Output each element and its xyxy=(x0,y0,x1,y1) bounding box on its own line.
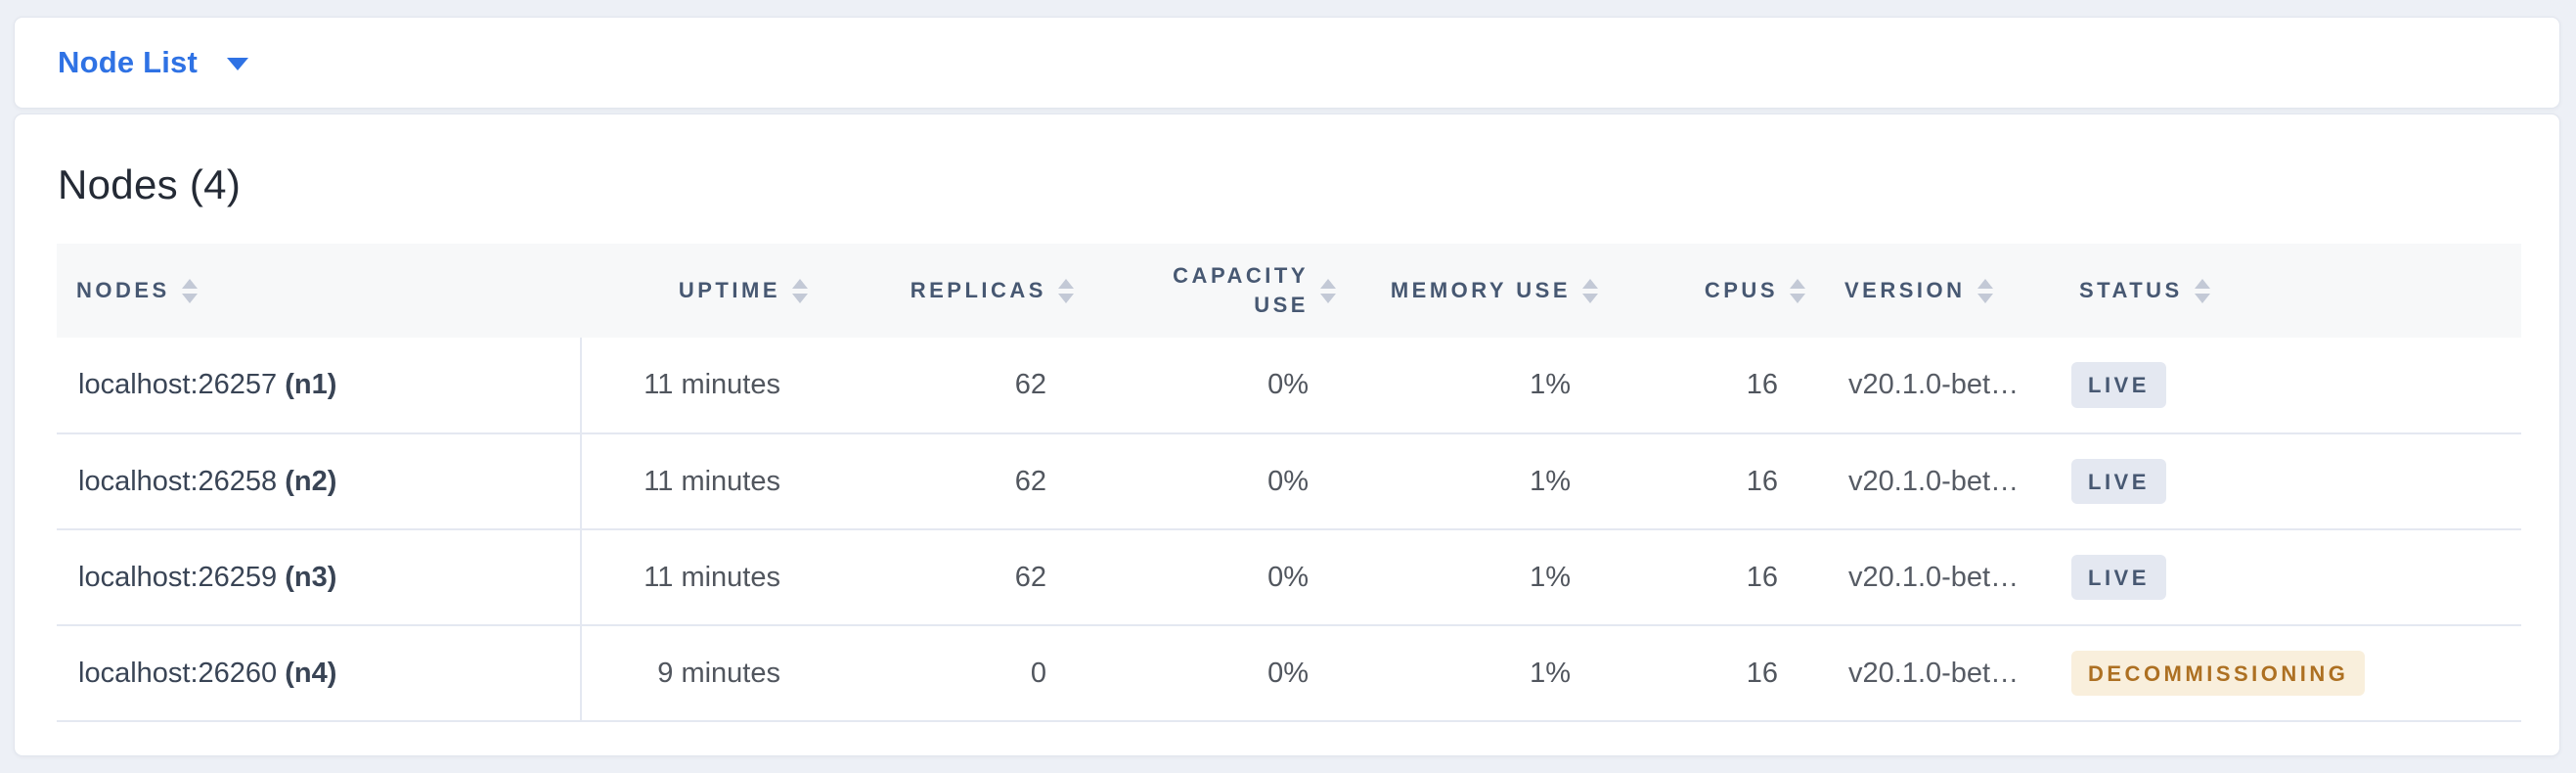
node-list-dropdown-label: Node List xyxy=(58,45,199,79)
replicas-cell: 62 xyxy=(827,529,1093,626)
status-cell: LIVE xyxy=(2060,529,2521,626)
table-row: localhost:26258 (n2) 11 minutes 62 0% 1% 16 v2… xyxy=(57,433,2521,530)
version-cell: v20.1.0-bet… xyxy=(1825,433,2060,530)
status-cell: DECOMMISSIONING xyxy=(2060,625,2521,722)
status-badge: LIVE xyxy=(2071,458,2166,505)
capacity-use-cell: 0% xyxy=(1093,338,1355,434)
node-address-cell: localhost:26258 (n2) xyxy=(57,433,582,530)
sort-icon xyxy=(2194,278,2210,303)
caret-down-icon xyxy=(227,58,249,70)
sort-icon xyxy=(1582,278,1598,303)
replicas-cell: 62 xyxy=(827,433,1093,530)
column-header-status[interactable]: STATUS xyxy=(2060,244,2521,338)
node-id: (n1) xyxy=(285,369,337,400)
memory-use-cell: 1% xyxy=(1355,338,1618,434)
node-address-cell: localhost:26260 (n4) xyxy=(57,625,582,722)
status-cell: LIVE xyxy=(2060,338,2521,434)
capacity-use-cell: 0% xyxy=(1093,529,1355,626)
page-title: Nodes (4) xyxy=(58,161,242,207)
uptime-cell: 11 minutes xyxy=(581,338,827,434)
status-cell: LIVE xyxy=(2060,433,2521,530)
column-header-cpus[interactable]: CPUS xyxy=(1618,244,1825,338)
column-label-cpus: CPUS xyxy=(1704,278,1778,303)
node-id: (n3) xyxy=(285,561,337,593)
replicas-cell: 0 xyxy=(827,625,1093,722)
table-row: localhost:26257 (n1) 11 minutes 62 0% 1% 16 v2… xyxy=(57,338,2521,434)
column-label-nodes: NODES xyxy=(76,278,170,303)
node-id: (n2) xyxy=(285,465,337,497)
uptime-cell: 11 minutes xyxy=(581,529,827,626)
table-header: NODES UPTIME REPLICAS CAPACITY USE MEMORY US… xyxy=(57,244,2521,338)
status-badge: DECOMMISSIONING xyxy=(2071,650,2366,697)
column-label-capacity_use: CAPACITY USE xyxy=(1173,263,1309,317)
capacity-use-cell: 0% xyxy=(1093,433,1355,530)
status-badge: LIVE xyxy=(2071,362,2166,408)
node-list-dropdown[interactable]: Node List xyxy=(58,45,249,80)
table-row: localhost:26259 (n3) 11 minutes 62 0% 1% 16 v2… xyxy=(57,529,2521,626)
column-label-uptime: UPTIME xyxy=(678,278,780,303)
nodes-panel: Nodes (4) NODES UPTIME REPLICAS CAPACITY US… xyxy=(14,114,2560,756)
node-address: localhost:26258 xyxy=(78,465,278,497)
table-body: localhost:26257 (n1) 11 minutes 62 0% 1% 16 v2… xyxy=(57,338,2521,722)
sort-icon xyxy=(1790,278,1805,303)
node-address: localhost:26257 xyxy=(78,369,278,400)
version-cell: v20.1.0-bet… xyxy=(1825,625,2060,722)
sort-icon xyxy=(181,278,198,303)
column-label-replicas: REPLICAS xyxy=(910,278,1046,303)
nodes-table: NODES UPTIME REPLICAS CAPACITY USE MEMORY US… xyxy=(57,244,2521,722)
capacity-use-cell: 0% xyxy=(1093,625,1355,722)
cpus-cell: 16 xyxy=(1618,529,1825,626)
replicas-cell: 62 xyxy=(827,338,1093,434)
column-header-capacity_use[interactable]: CAPACITY USE xyxy=(1093,244,1355,338)
node-id: (n4) xyxy=(285,657,337,689)
uptime-cell: 11 minutes xyxy=(581,433,827,530)
memory-use-cell: 1% xyxy=(1355,529,1618,626)
memory-use-cell: 1% xyxy=(1355,433,1618,530)
column-header-uptime[interactable]: UPTIME xyxy=(581,244,827,338)
table-row: localhost:26260 (n4) 9 minutes 0 0% 1% 16 v20.… xyxy=(57,625,2521,722)
column-header-version[interactable]: VERSION xyxy=(1825,244,2060,338)
cpus-cell: 16 xyxy=(1618,338,1825,434)
column-header-replicas[interactable]: REPLICAS xyxy=(827,244,1093,338)
node-address: localhost:26260 xyxy=(78,657,278,689)
sort-icon xyxy=(1320,278,1336,303)
status-badge: LIVE xyxy=(2071,554,2166,601)
sort-icon xyxy=(1058,278,1074,303)
node-address-cell: localhost:26259 (n3) xyxy=(57,529,582,626)
version-cell: v20.1.0-bet… xyxy=(1825,338,2060,434)
cpus-cell: 16 xyxy=(1618,433,1825,530)
column-header-nodes[interactable]: NODES xyxy=(57,244,581,338)
column-label-version: VERSION xyxy=(1844,278,1966,303)
node-address-cell: localhost:26257 (n1) xyxy=(57,338,582,434)
column-label-memory_use: MEMORY USE xyxy=(1390,278,1571,303)
view-selector-card: Node List xyxy=(14,17,2560,109)
uptime-cell: 9 minutes xyxy=(581,625,827,722)
memory-use-cell: 1% xyxy=(1355,625,1618,722)
sort-icon xyxy=(1976,278,1993,303)
column-header-memory_use[interactable]: MEMORY USE xyxy=(1355,244,1618,338)
sort-icon xyxy=(792,278,808,303)
node-address: localhost:26259 xyxy=(78,561,278,593)
version-cell: v20.1.0-bet… xyxy=(1825,529,2060,626)
column-label-status: STATUS xyxy=(2079,278,2183,303)
cpus-cell: 16 xyxy=(1618,625,1825,722)
table-header-row: NODES UPTIME REPLICAS CAPACITY USE MEMORY US… xyxy=(57,244,2521,338)
